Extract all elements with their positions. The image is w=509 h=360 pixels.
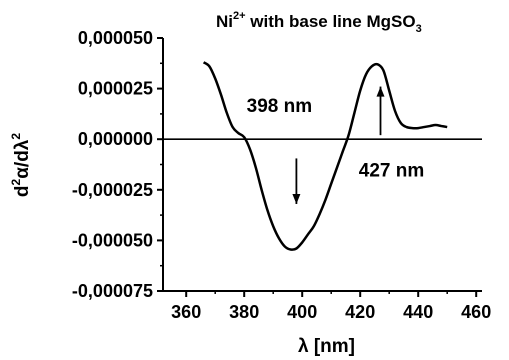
x-tick-label: 460 — [461, 302, 491, 322]
annotation-arrow-head — [376, 86, 385, 97]
chart-title: Ni2+ with base line MgSO3 — [216, 10, 422, 35]
y-tick-label: 0,000050 — [78, 28, 153, 48]
annotation-arrow-head — [292, 193, 301, 204]
x-tick-label: 440 — [403, 302, 433, 322]
x-tick-label: 360 — [171, 302, 201, 322]
y-tick-label: 0,000025 — [78, 79, 153, 99]
y-tick-label: -0,000025 — [72, 180, 153, 200]
x-tick-label: 400 — [287, 302, 317, 322]
y-tick-label: 0,000000 — [78, 129, 153, 149]
y-tick-label: -0,000050 — [72, 230, 153, 250]
annotation-label: 427 nm — [359, 161, 424, 182]
x-axis-title: λ [nm] — [298, 336, 355, 357]
y-axis-title: d2α/dλ2 — [9, 133, 33, 197]
spectrum-line — [202, 61, 448, 251]
y-tick-label: -0,000075 — [72, 281, 153, 301]
x-tick-label: 380 — [229, 302, 259, 322]
x-tick-label: 420 — [345, 302, 375, 322]
annotation-label: 398 nm — [247, 96, 312, 117]
